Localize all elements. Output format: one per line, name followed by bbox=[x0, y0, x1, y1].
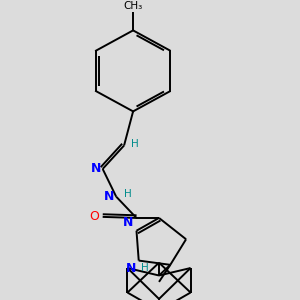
Text: N: N bbox=[104, 190, 115, 203]
Text: H: H bbox=[124, 189, 131, 199]
Text: H: H bbox=[131, 139, 139, 149]
Text: O: O bbox=[89, 210, 99, 224]
Text: N: N bbox=[123, 216, 134, 229]
Text: H: H bbox=[141, 263, 149, 273]
Text: N: N bbox=[125, 262, 136, 275]
Text: CH₃: CH₃ bbox=[124, 1, 143, 11]
Text: N: N bbox=[91, 162, 101, 176]
